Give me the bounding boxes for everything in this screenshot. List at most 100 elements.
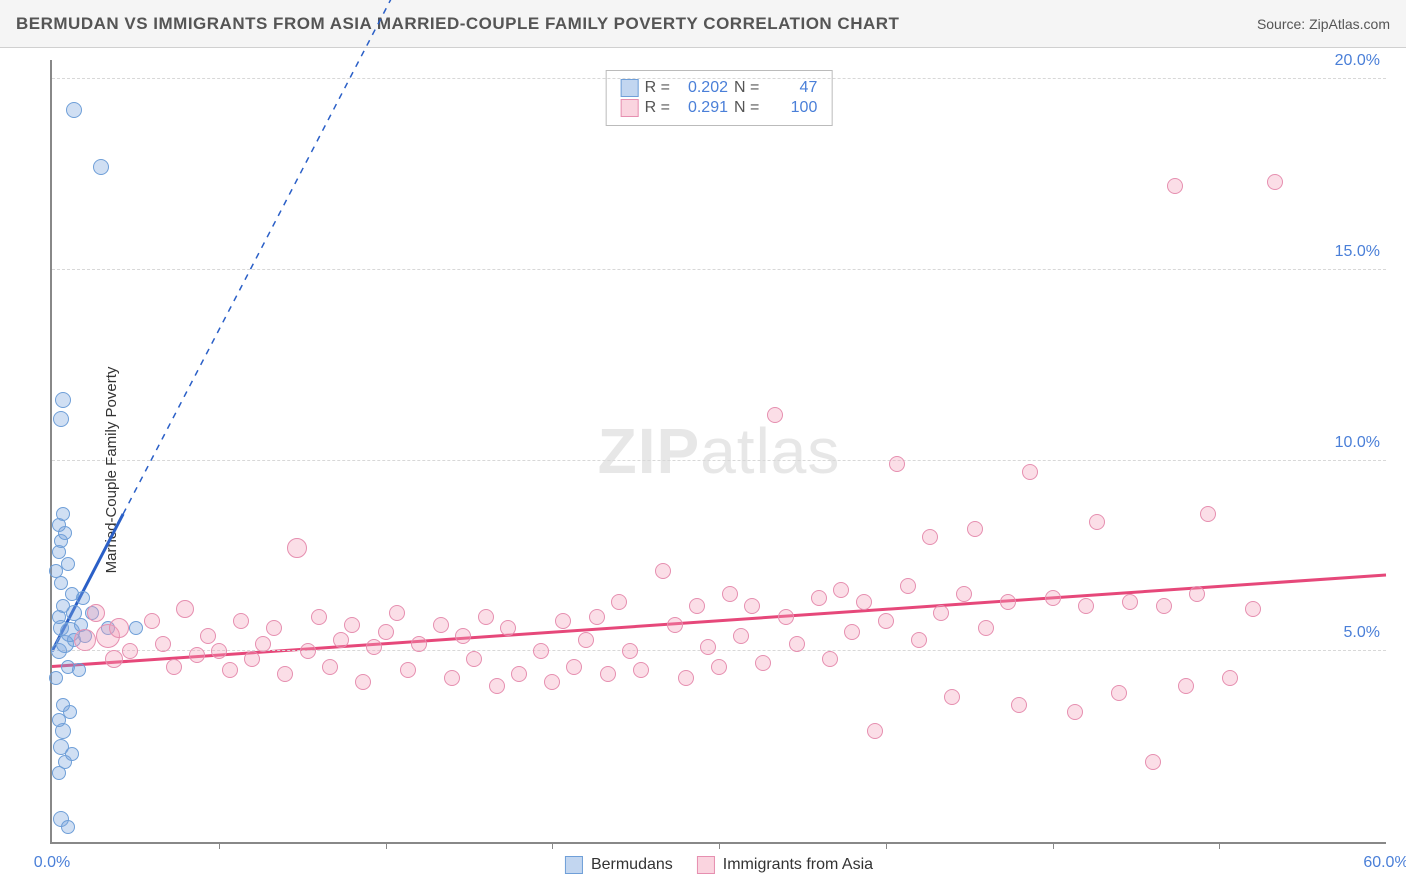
data-point [767,407,783,423]
legend-r-value: 0.291 [676,99,728,117]
data-point [1122,594,1138,610]
data-point [578,632,594,648]
data-point [61,557,75,571]
data-point [1000,594,1016,610]
data-point [1045,590,1061,606]
data-point [311,609,327,625]
legend-n-value: 47 [765,79,817,97]
watermark-bold: ZIP [598,415,701,487]
data-point [922,529,938,545]
data-point [1111,685,1127,701]
data-point [778,609,794,625]
header-bar: BERMUDAN VS IMMIGRANTS FROM ASIA MARRIED… [0,0,1406,48]
data-point [1222,670,1238,686]
data-point [56,507,70,521]
data-point [1022,464,1038,480]
data-point [1067,704,1083,720]
data-point [72,663,86,677]
data-point [176,600,194,618]
data-point [378,624,394,640]
data-point [93,159,109,175]
scatter-plot: ZIPatlas R =0.202N =47R =0.291N =100 Ber… [50,60,1386,844]
data-point [667,617,683,633]
legend-swatch [565,856,583,874]
data-point [411,636,427,652]
data-point [166,659,182,675]
x-tick-label: 60.0% [1363,854,1406,872]
legend-label: Bermudans [591,856,673,874]
chart-title: BERMUDAN VS IMMIGRANTS FROM ASIA MARRIED… [16,14,899,34]
data-point [956,586,972,602]
data-point [822,651,838,667]
data-point [500,620,516,636]
data-point [1178,678,1194,694]
gridline-h [52,78,1386,79]
legend-swatch [621,99,639,117]
data-point [200,628,216,644]
data-point [155,636,171,652]
data-point [978,620,994,636]
data-point [655,563,671,579]
data-point [444,670,460,686]
plot-wrap: Married-Couple Family Poverty ZIPatlas R… [0,48,1406,892]
data-point [933,605,949,621]
watermark-rest: atlas [700,415,840,487]
data-point [266,620,282,636]
data-point [287,538,307,558]
series-legend: Bermudans Immigrants from Asia [565,856,873,874]
legend-n-label: N = [734,79,759,97]
data-point [711,659,727,675]
data-point [1267,174,1283,190]
data-point [911,632,927,648]
data-point [900,578,916,594]
data-point [811,590,827,606]
data-point [122,643,138,659]
data-point [1011,697,1027,713]
data-point [233,613,249,629]
data-point [244,651,260,667]
data-point [944,689,960,705]
legend-label: Immigrants from Asia [723,856,873,874]
data-point [366,639,382,655]
data-point [544,674,560,690]
data-point [389,605,405,621]
data-point [489,678,505,694]
x-tick-minor [886,842,887,849]
data-point [478,609,494,625]
data-point [189,647,205,663]
legend-item: Bermudans [565,856,673,874]
legend-r-label: R = [645,99,670,117]
legend-r-label: R = [645,79,670,97]
data-point [65,747,79,761]
data-point [355,674,371,690]
data-point [1189,586,1205,602]
data-point [589,609,605,625]
data-point [722,586,738,602]
data-point [744,598,760,614]
legend-n-value: 100 [765,99,817,117]
legend-r-value: 0.202 [676,79,728,97]
data-point [678,670,694,686]
data-point [1078,598,1094,614]
y-tick-label: 15.0% [1335,243,1380,261]
data-point [109,618,129,638]
data-point [466,651,482,667]
x-tick-minor [552,842,553,849]
watermark: ZIPatlas [598,414,841,488]
data-point [511,666,527,682]
data-point [633,662,649,678]
data-point [1156,598,1172,614]
data-point [76,591,90,605]
x-tick-minor [219,842,220,849]
x-tick-label: 0.0% [34,854,70,872]
data-point [533,643,549,659]
data-point [53,411,69,427]
data-point [867,723,883,739]
data-point [700,639,716,655]
trend-lines-layer [52,60,1386,842]
data-point [733,628,749,644]
data-point [1200,506,1216,522]
legend-item: Immigrants from Asia [697,856,873,874]
data-point [56,599,70,613]
legend-swatch [697,856,715,874]
